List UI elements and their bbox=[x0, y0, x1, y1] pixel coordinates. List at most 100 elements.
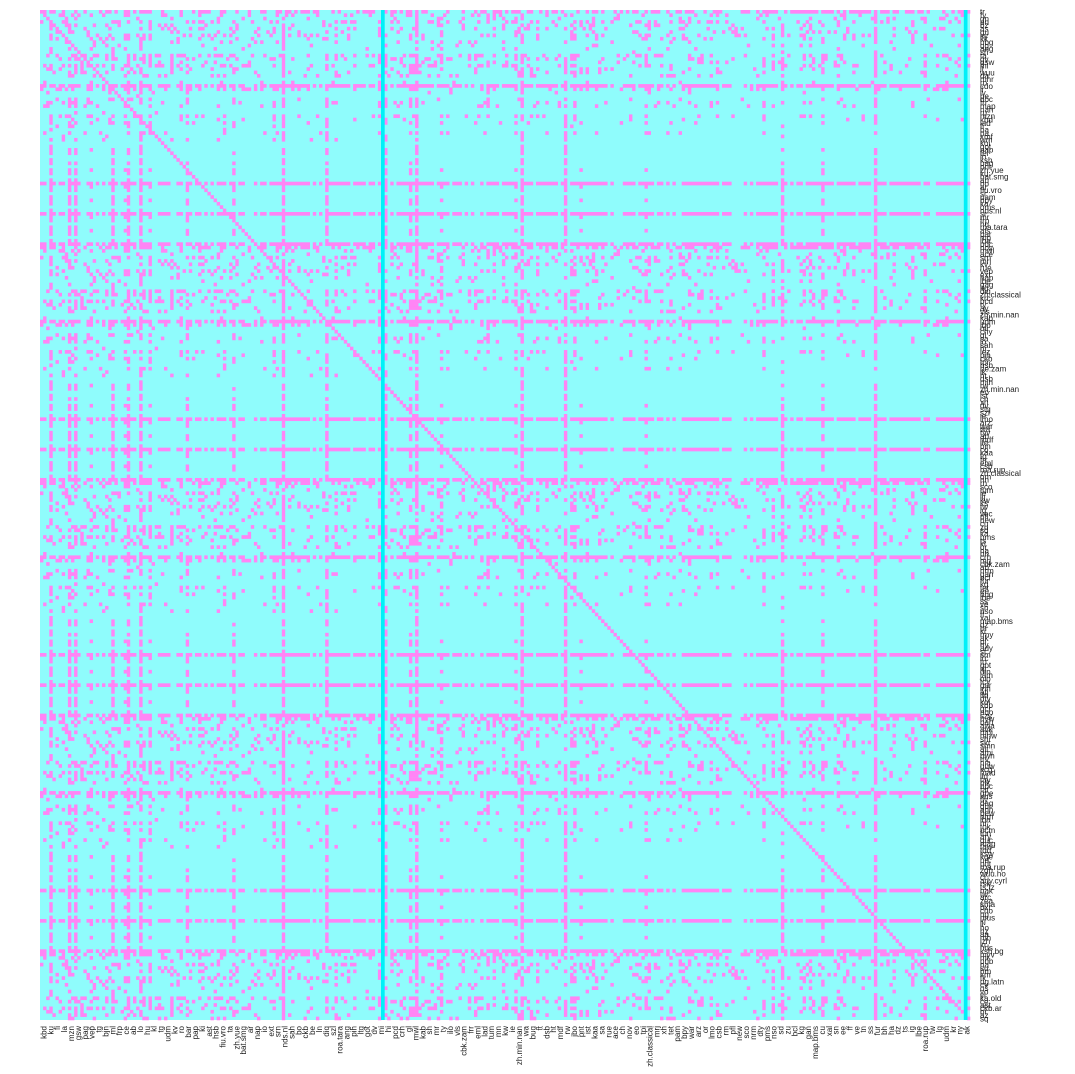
heatmap-cell bbox=[526, 259, 531, 263]
heatmap-cell bbox=[219, 63, 227, 68]
heatmap-cell bbox=[728, 498, 732, 502]
heatmap-cell bbox=[858, 417, 872, 422]
heatmap-cell bbox=[731, 23, 735, 28]
heatmap-cell bbox=[474, 121, 478, 125]
heatmap-cell bbox=[157, 296, 162, 300]
heatmap-cell bbox=[923, 36, 927, 41]
heatmap-cell bbox=[216, 477, 227, 482]
heatmap-cell bbox=[216, 117, 221, 122]
heatmap-cell bbox=[892, 262, 896, 267]
heatmap-cell bbox=[687, 511, 692, 516]
heatmap-cell bbox=[281, 356, 286, 361]
heatmap-cell bbox=[511, 481, 521, 485]
heatmap-cell bbox=[536, 255, 540, 260]
heatmap-cell bbox=[520, 100, 524, 105]
heatmap-cell bbox=[377, 336, 382, 341]
heatmap-cell bbox=[58, 57, 62, 61]
heatmap-cell bbox=[808, 252, 813, 257]
heatmap-cell bbox=[415, 23, 419, 28]
heatmap-cell bbox=[148, 228, 152, 233]
heatmap-cell bbox=[281, 552, 286, 556]
heatmap-cell bbox=[415, 360, 419, 364]
heatmap-cell bbox=[923, 181, 930, 186]
heatmap-cell bbox=[669, 299, 673, 304]
heatmap-cell bbox=[390, 498, 394, 502]
heatmap-cell bbox=[337, 333, 341, 337]
heatmap-cell bbox=[198, 245, 211, 250]
heatmap-cell bbox=[102, 447, 106, 452]
heatmap-cell bbox=[681, 306, 686, 310]
heatmap-cell bbox=[805, 20, 810, 24]
heatmap-cell bbox=[945, 249, 949, 253]
heatmap-cell bbox=[281, 501, 286, 506]
heatmap-cell bbox=[557, 104, 562, 108]
heatmap-cell bbox=[111, 299, 115, 304]
heatmap-cell bbox=[74, 467, 78, 472]
heatmap-cell bbox=[449, 323, 453, 327]
heatmap-cell bbox=[492, 16, 496, 21]
heatmap-cell bbox=[511, 10, 521, 14]
heatmap-cell bbox=[743, 289, 748, 294]
heatmap-cell bbox=[935, 53, 940, 58]
heatmap-cell bbox=[467, 53, 472, 58]
heatmap-cell bbox=[439, 198, 444, 203]
heatmap-cell bbox=[892, 269, 896, 273]
heatmap-cell bbox=[629, 545, 633, 549]
heatmap-cell bbox=[920, 16, 927, 21]
heatmap-cell bbox=[415, 467, 419, 472]
heatmap-cell bbox=[780, 437, 785, 442]
heatmap-cell bbox=[805, 30, 810, 34]
heatmap-cell bbox=[384, 417, 388, 422]
heatmap-cell bbox=[105, 370, 109, 374]
heatmap-cell bbox=[563, 67, 568, 71]
heatmap-cell bbox=[734, 262, 738, 267]
heatmap-cell bbox=[415, 124, 419, 129]
heatmap-cell bbox=[281, 124, 286, 129]
heatmap-cell bbox=[697, 60, 704, 65]
heatmap-cell bbox=[334, 20, 338, 24]
heatmap-cell bbox=[377, 60, 382, 65]
heatmap-cell bbox=[660, 309, 664, 314]
heatmap-cell bbox=[86, 181, 93, 186]
heatmap-cell bbox=[563, 568, 568, 573]
heatmap-cell bbox=[591, 245, 599, 250]
heatmap-cell bbox=[644, 296, 648, 300]
heatmap-cell bbox=[811, 60, 816, 65]
heatmap-cell bbox=[467, 57, 472, 61]
heatmap-cell bbox=[480, 504, 484, 509]
heatmap-cell bbox=[622, 417, 636, 422]
heatmap-cell bbox=[253, 306, 258, 310]
heatmap-cell bbox=[123, 269, 131, 273]
heatmap-cell bbox=[408, 269, 413, 273]
heatmap-cell bbox=[619, 558, 624, 563]
heatmap-cell bbox=[660, 272, 664, 277]
heatmap-cell bbox=[74, 339, 78, 344]
heatmap-cell bbox=[67, 30, 75, 34]
heatmap-cell bbox=[678, 333, 682, 337]
heatmap-cell bbox=[371, 289, 376, 294]
heatmap-cell bbox=[415, 380, 419, 384]
heatmap-cell bbox=[71, 13, 75, 18]
heatmap-cell bbox=[446, 585, 450, 590]
heatmap-cell bbox=[474, 289, 484, 294]
heatmap-cell bbox=[873, 265, 878, 270]
heatmap-cell bbox=[179, 80, 183, 85]
heatmap-cell bbox=[176, 535, 180, 539]
heatmap-cell bbox=[520, 484, 524, 489]
heatmap-cell bbox=[790, 481, 819, 485]
heatmap-cell bbox=[263, 488, 267, 492]
heatmap-cell bbox=[935, 525, 940, 529]
heatmap-cell bbox=[216, 104, 221, 108]
heatmap-cell bbox=[74, 252, 78, 257]
heatmap-cell bbox=[396, 447, 434, 452]
heatmap-cell bbox=[836, 319, 856, 324]
heatmap-cell bbox=[170, 16, 174, 21]
heatmap-cell bbox=[780, 262, 785, 267]
heatmap-cell bbox=[58, 67, 62, 71]
heatmap-cell bbox=[446, 481, 450, 485]
heatmap-cell bbox=[384, 575, 388, 580]
heatmap-cell bbox=[275, 366, 279, 371]
heatmap-cell bbox=[139, 387, 143, 391]
heatmap-cell bbox=[873, 356, 878, 361]
heatmap-cell bbox=[579, 20, 583, 24]
